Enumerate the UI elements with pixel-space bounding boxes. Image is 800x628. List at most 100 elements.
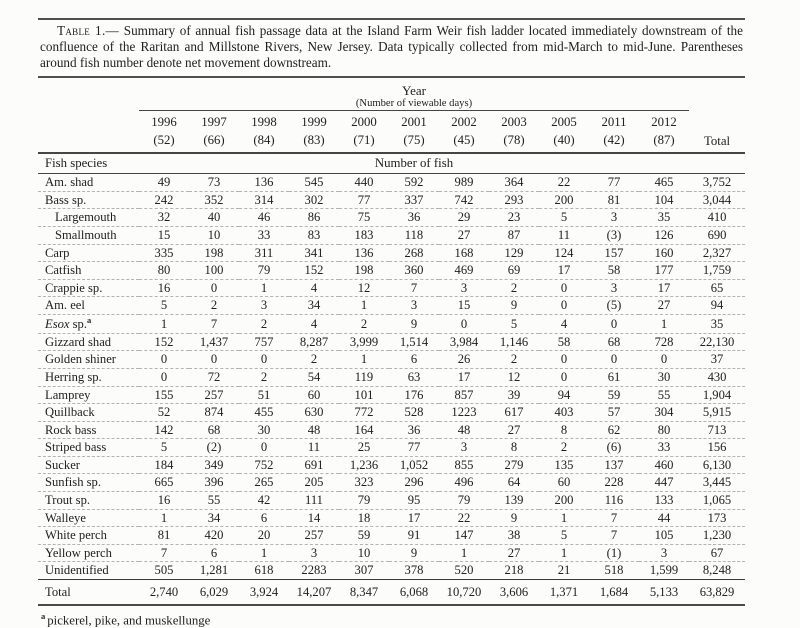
species-cell: Carp <box>38 243 139 262</box>
value-cell: 55 <box>639 385 690 404</box>
year-group-row: Year (Number of viewable days) <box>38 83 745 111</box>
value-cell: 58 <box>539 332 589 351</box>
value-cell: 2 <box>289 350 339 369</box>
value-cell: 857 <box>439 385 489 404</box>
value-cell: 46 <box>239 208 289 227</box>
value-cell: 79 <box>339 491 389 510</box>
total-value-cell: 1,371 <box>539 579 589 607</box>
value-cell: 713 <box>689 420 746 439</box>
footnote: a pickerel, pike, and muskellunge <box>41 611 745 628</box>
value-cell: 15 <box>139 225 189 245</box>
value-cell: 35 <box>639 208 690 227</box>
value-cell: 69 <box>489 261 539 280</box>
value-cell: 10 <box>339 543 389 562</box>
value-cell: 352 <box>189 190 239 209</box>
value-cell: 139 <box>489 491 539 510</box>
table-row: Crappie sp. 16 0 1 4 12 7 3 2 0 3 17 65 <box>38 278 746 297</box>
value-cell: 691 <box>289 455 339 474</box>
value-cell: 17 <box>439 367 489 386</box>
value-cell: 1,437 <box>189 332 239 351</box>
species-cell: Catfish <box>38 261 139 280</box>
total-value-cell: 1,684 <box>589 579 639 607</box>
value-cell: 48 <box>289 420 339 439</box>
table-row: Lamprey 155 257 51 60 101 176 857 39 94 59 55 1,904 <box>38 385 746 404</box>
value-cell: 86 <box>289 208 339 227</box>
value-cell: 87 <box>489 225 539 245</box>
value-cell: 3,044 <box>689 190 746 209</box>
value-cell: 124 <box>539 243 589 262</box>
value-cell: 874 <box>189 403 239 422</box>
value-cell: 30 <box>639 367 690 386</box>
value-cell: 105 <box>639 526 690 545</box>
value-cell: 341 <box>289 243 339 262</box>
value-cell: 65 <box>689 278 746 297</box>
total-value-cell: 2,740 <box>139 579 189 607</box>
value-cell: 335 <box>139 243 189 262</box>
value-cell: 62 <box>589 420 639 439</box>
value-cell: 16 <box>139 278 189 297</box>
value-cell: 48 <box>439 420 489 439</box>
value-cell: 4 <box>289 278 339 297</box>
value-cell: 1 <box>539 508 589 527</box>
value-cell: 304 <box>639 403 690 422</box>
value-cell: 2 <box>489 350 539 369</box>
value-cell: 8 <box>489 438 539 457</box>
value-cell: 118 <box>389 225 439 245</box>
total-row: Total 2,740 6,029 3,924 14,207 8,347 6,068 10,… <box>38 579 746 607</box>
value-cell: 302 <box>289 190 339 209</box>
species-cell: Esox sp.a <box>38 313 139 334</box>
value-cell: 7 <box>139 543 189 562</box>
value-cell: 129 <box>489 243 539 262</box>
value-cell: 22 <box>557 175 571 190</box>
value-cell: 257 <box>289 526 339 545</box>
value-cell: 9 <box>489 508 539 527</box>
value-cell: 0 <box>539 296 589 315</box>
value-cell: 257 <box>189 385 239 404</box>
value-cell: 0 <box>189 350 239 369</box>
value-cell: 1,904 <box>689 385 746 404</box>
species-cell: White perch <box>38 526 139 545</box>
value-cell: 465 <box>654 175 674 190</box>
value-cell: 6 <box>239 508 289 527</box>
value-cell: 2283 <box>289 561 339 580</box>
value-cell: 198 <box>339 261 389 280</box>
value-cell: 410 <box>689 208 746 227</box>
species-cell: Am. eel <box>38 296 139 315</box>
year-column-header: 2000 (71) <box>339 110 389 154</box>
value-cell: 618 <box>239 561 289 580</box>
number-of-fish-header: Number of fish <box>139 152 690 175</box>
species-column-header: Fish species <box>38 152 139 175</box>
value-cell: 752 <box>239 455 289 474</box>
value-cell: 728 <box>639 332 690 351</box>
footnote-marker: a <box>41 611 46 622</box>
value-cell: 0 <box>139 367 189 386</box>
value-cell: 5 <box>539 526 589 545</box>
value-cell: 198 <box>189 243 239 262</box>
value-cell: 3 <box>589 278 639 297</box>
value-cell: 1 <box>239 543 289 562</box>
value-cell: 5 <box>139 438 189 457</box>
species-cell: Smallmouth <box>38 225 139 245</box>
value-cell: 1 <box>239 278 289 297</box>
fish-passage-table: Year (Number of viewable days) 1996 (52) 1… <box>38 83 746 607</box>
value-cell: 79 <box>239 261 289 280</box>
year-column-header: 2001 (75) <box>389 110 439 154</box>
value-cell: 64 <box>489 473 539 492</box>
value-cell: 147 <box>439 526 489 545</box>
species-cell: Striped bass <box>38 438 139 457</box>
value-cell: 54 <box>289 367 339 386</box>
value-cell: 17 <box>389 508 439 527</box>
species-cell: Unidentified <box>38 561 139 580</box>
value-cell: 3 <box>639 543 690 562</box>
value-cell: 2 <box>539 438 589 457</box>
value-cell: 364 <box>504 175 524 190</box>
value-cell: 157 <box>589 243 639 262</box>
value-cell: 617 <box>489 403 539 422</box>
value-cell: 757 <box>239 332 289 351</box>
value-cell: 314 <box>239 190 289 209</box>
value-cell: 6 <box>389 350 439 369</box>
value-cell: 7 <box>189 313 239 334</box>
value-cell: 39 <box>489 385 539 404</box>
value-cell: 72 <box>189 367 239 386</box>
value-cell: 156 <box>689 438 746 457</box>
